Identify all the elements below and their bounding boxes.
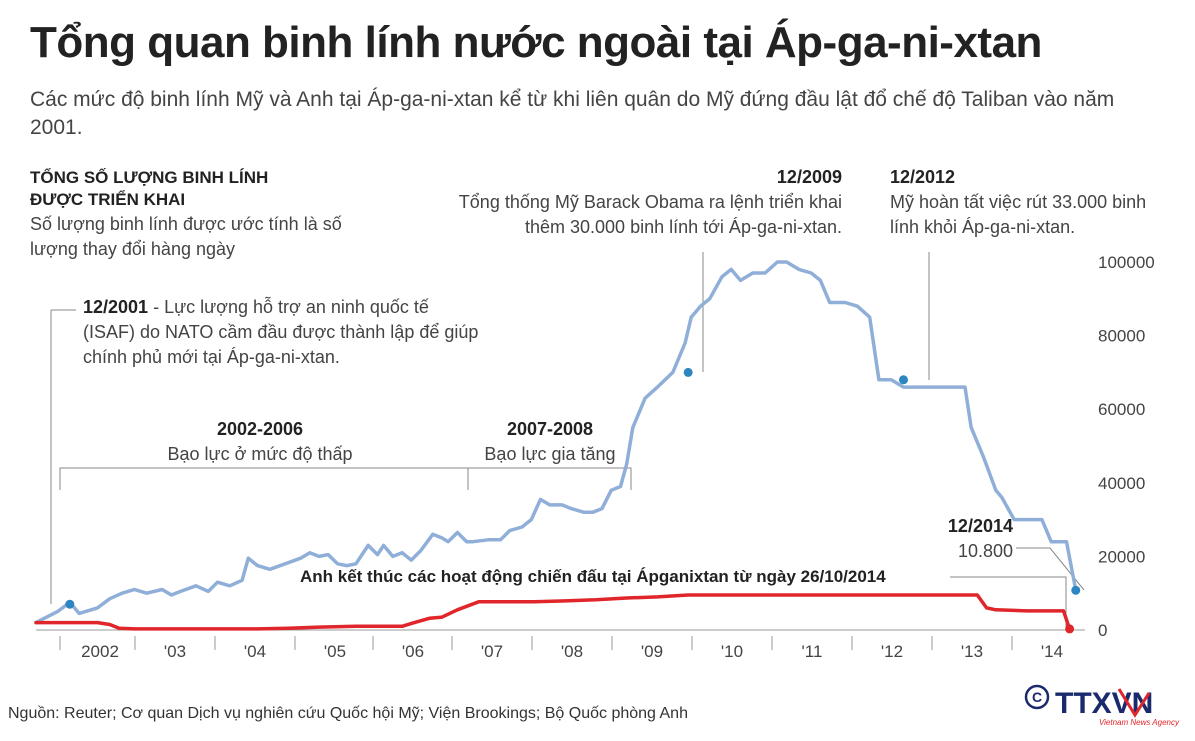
highlight-dot (65, 599, 75, 609)
page-subtitle: Các mức độ binh lính Mỹ và Anh tại Áp-ga… (30, 88, 1115, 139)
period-2007-2008: 2007-2008 Bạo lực gia tăng (470, 417, 630, 467)
total-troops-heading-line2: ĐƯỢC TRIỂN KHAI (30, 190, 186, 209)
period-2002-2006-text: Bạo lực ở mức độ thấp (167, 444, 353, 464)
annotation-2012-line1: Mỹ hoàn tất việc rút 33.000 binh (890, 192, 1147, 212)
period-2002-2006: 2002-2006 Bạo lực ở mức độ thấp (115, 417, 405, 467)
period-brackets (59, 467, 632, 490)
annotation-2012-line2: lính khỏi Áp-ga-ni-xtan. (890, 217, 1076, 237)
x-tick-label: '14 (1041, 642, 1063, 661)
annotation-2009-line2: thêm 30.000 binh lính tới Áp-ga-ni-xtan. (525, 217, 842, 237)
highlight-dot (899, 375, 909, 385)
y-tick-label: 80000 (1098, 327, 1145, 346)
annotation-2009: 12/2009 Tổng thống Mỹ Barack Obama ra lệ… (400, 165, 842, 240)
x-tick-label: '03 (164, 642, 186, 661)
x-tick-labels: 2002 '03 '04 '05 '06 '07 '08 '09 '10 '11 '12 '13 '14 (81, 642, 1063, 661)
annotation-2001: 12/2001 - Lực lượng hỗ trợ an ninh quốc … (83, 295, 478, 370)
highlight-dot (683, 367, 693, 377)
x-tick-label: '08 (561, 642, 583, 661)
x-tick-label: '11 (802, 642, 823, 661)
annotation-2001-date: 12/2001 (83, 297, 149, 317)
total-troops-heading: TỔNG SỐ LƯỢNG BINH LÍNH ĐƯỢC TRIỂN KHAI (30, 167, 268, 211)
ttxvn-logo: C TTXVN Vietnam News Agency (1023, 683, 1183, 729)
annotation-2012: 12/2012 Mỹ hoàn tất việc rút 33.000 binh… (890, 165, 1146, 240)
total-troops-note-line2: lượng thay đổi hàng ngày (30, 239, 235, 259)
annotation-2014-value: 10.800 (957, 541, 1013, 561)
annotation-2009-line1: Tổng thống Mỹ Barack Obama ra lệnh triển… (458, 192, 842, 212)
x-tick-label: '10 (721, 642, 743, 661)
x-tick-label: '06 (402, 642, 424, 661)
y-tick-label: 40000 (1098, 474, 1145, 493)
total-troops-heading-line1: TỔNG SỐ LƯỢNG BINH LÍNH (30, 168, 269, 187)
annotation-2014-date: 12/2014 (947, 516, 1013, 536)
red-end-dot (1065, 624, 1075, 634)
ttxvn-logo-graphic: C TTXVN Vietnam News Agency (1024, 684, 1180, 727)
uk-end-label: Anh kết thúc các hoạt động chiến đấu tại… (300, 567, 886, 586)
annotation-2009-date: 12/2009 (776, 167, 842, 187)
x-tick-label: '12 (881, 642, 903, 661)
bracket-2002-2006 (59, 467, 469, 490)
annotation-2001-line2: (ISAF) do NATO cầm đầu được thành lập để… (83, 322, 479, 342)
y-tick-label: 0 (1098, 621, 1107, 640)
y-tick-labels: 100000 80000 60000 40000 20000 0 (1098, 253, 1155, 640)
logo-wordmark: TTXVN (1055, 687, 1153, 720)
x-tick-label: '04 (244, 642, 266, 661)
series-line-red (34, 593, 1072, 631)
leader-uk (950, 576, 1067, 628)
period-2007-2008-text: Bạo lực gia tăng (484, 444, 616, 464)
y-tick-label: 60000 (1098, 400, 1145, 419)
x-tick-label: '09 (641, 642, 663, 661)
x-tick-label: '05 (324, 642, 346, 661)
highlight-dot (1071, 585, 1081, 595)
svg-text:C: C (1032, 689, 1042, 705)
annotation-2001-line1: - Lực lượng hỗ trợ an ninh quốc tế (148, 297, 429, 317)
total-troops-note: Số lượng binh lính được ước tính là số l… (30, 212, 342, 262)
annotation-2012-date: 12/2012 (890, 167, 956, 187)
annotation-leaders (50, 252, 1085, 628)
logo-swoosh (1117, 688, 1151, 718)
period-2007-2008-years: 2007-2008 (506, 419, 594, 439)
y-tick-label: 20000 (1098, 547, 1145, 566)
source-note: Nguồn: Reuter; Cơ quan Dịch vụ nghiên cứ… (8, 705, 688, 722)
copyright-icon (1024, 684, 1050, 710)
total-troops-note-line1: Số lượng binh lính được ước tính là số (30, 214, 342, 234)
x-tick-label: '07 (481, 642, 503, 661)
bracket-2007-2008 (468, 467, 632, 490)
y-tick-label: 100000 (1098, 253, 1155, 272)
page-title: Tổng quan binh lính nước ngoài tại Áp-ga… (30, 18, 1042, 67)
highlight-dots (65, 367, 1081, 634)
annotation-2001-line3: chính phủ mới tại Áp-ga-ni-xtan. (83, 347, 340, 367)
series-line-total (34, 260, 1078, 625)
x-tick-label: 2002 (81, 642, 119, 661)
series-lines (34, 260, 1078, 631)
annotation-2014: 12/2014 10.800 (910, 514, 1013, 564)
logo-subtitle: Vietnam News Agency (1099, 718, 1180, 727)
period-2002-2006-years: 2002-2006 (216, 419, 304, 439)
x-tick-label: '13 (961, 642, 983, 661)
